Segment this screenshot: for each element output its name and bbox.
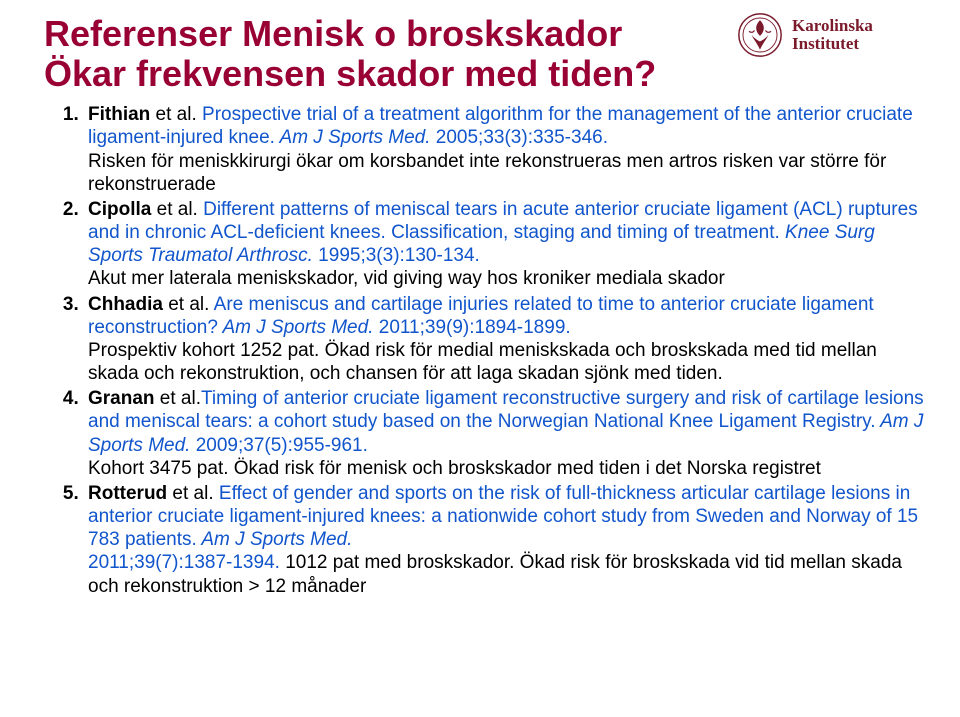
ref-title: Timing of anterior cruciate ligament rec…: [88, 388, 924, 432]
title-line1: Referenser Menisk o broskskador: [44, 13, 622, 54]
ref-meta: 2011;39(7):1387-1394.: [88, 552, 280, 573]
reference-item: Chhadia et al. Are meniscus and cartilag…: [84, 293, 924, 386]
ref-author-suffix: et al.: [163, 294, 214, 315]
ref-author: Cipolla: [88, 199, 151, 220]
title-line2: Ökar frekvensen skador med tiden?: [44, 53, 656, 94]
ref-meta: 2005;33(3):335-346.: [431, 127, 608, 148]
ref-note: Prospektiv kohort 1252 pat. Ökad risk fö…: [88, 340, 877, 384]
institute-logo: Karolinska Institutet: [736, 6, 936, 64]
reference-item: Granan et al.Timing of anterior cruciate…: [84, 387, 924, 480]
ref-author-suffix: et al.: [155, 388, 201, 409]
ref-meta: 1995;3(3):130-134.: [313, 245, 480, 266]
ref-note: Akut mer laterala meniskskador, vid givi…: [88, 268, 725, 289]
ref-journal: Am J Sports Med.: [218, 317, 374, 338]
ref-journal: Am J Sports Med.: [197, 529, 353, 550]
ref-meta: 2011;39(9):1894-1899.: [373, 317, 570, 338]
slide-title: Referenser Menisk o broskskador Ökar fre…: [44, 14, 734, 93]
reference-list: Fithian et al. Prospective trial of a tr…: [44, 103, 924, 598]
ref-author: Rotterud: [88, 483, 167, 504]
slide: Karolinska Institutet Referenser Menisk …: [0, 0, 960, 717]
ref-author-suffix: et al.: [151, 199, 203, 220]
ref-author: Granan: [88, 388, 155, 409]
ref-author-suffix: et al.: [167, 483, 219, 504]
reference-item: Rotterud et al. Effect of gender and spo…: [84, 482, 924, 598]
ref-author-suffix: et al.: [150, 104, 202, 125]
ref-author: Chhadia: [88, 294, 163, 315]
ref-note: Kohort 3475 pat. Ökad risk för menisk oc…: [88, 458, 821, 479]
ref-journal: Am J Sports Med.: [275, 127, 431, 148]
ref-note: Risken för meniskkirurgi ökar om korsban…: [88, 151, 886, 195]
seal-icon: [736, 11, 784, 59]
reference-item: Cipolla et al. Different patterns of men…: [84, 198, 924, 291]
ref-meta: 2009;37(5):955-961.: [190, 435, 367, 456]
institute-name: Karolinska Institutet: [792, 17, 873, 53]
institute-line2: Institutet: [792, 35, 873, 53]
ref-author: Fithian: [88, 104, 150, 125]
institute-line1: Karolinska: [792, 17, 873, 35]
reference-item: Fithian et al. Prospective trial of a tr…: [84, 103, 924, 196]
